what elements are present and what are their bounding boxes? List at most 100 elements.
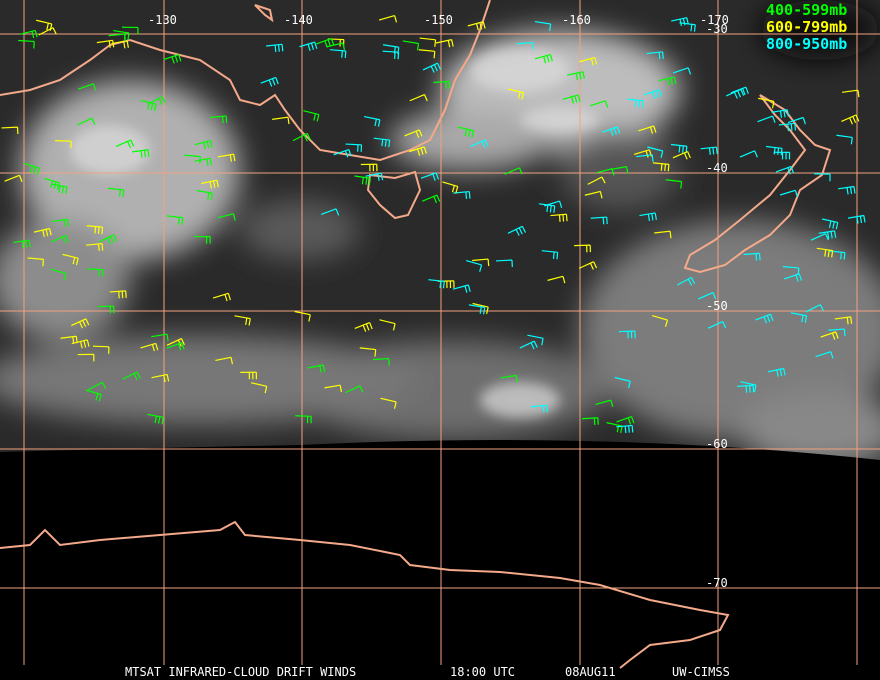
barb-feather [661,51,664,59]
wind-barb [828,328,846,337]
barb-feather [712,147,715,155]
barb-feather [34,30,38,38]
barb-shaft [250,382,267,387]
barb-feather [281,44,284,52]
barb-feather [790,166,795,174]
barb-feather [772,115,776,123]
barb-shaft [147,413,164,418]
barb-feather [853,186,856,194]
barb-shaft [272,116,289,120]
wind-barb [775,165,795,175]
barb-feather [468,129,471,137]
barb-shaft [210,115,227,119]
latitude-label: -30 [706,22,728,36]
barb-feather [225,115,228,123]
barb-feather [690,24,693,32]
barb-shaft [472,302,489,308]
wind-barb [1,126,19,135]
barb-shaft [320,208,337,216]
barb-feather [556,252,559,260]
wind-barb [530,404,549,413]
barb-feather [835,222,839,230]
wind-barb [790,312,808,323]
barb-shaft [672,150,688,159]
barb-feather [740,89,745,96]
barb-feather [86,339,90,347]
wind-barb [86,225,104,235]
wind-barb [581,417,599,425]
barb-feather [599,191,603,199]
barb-feather [210,193,214,201]
barb-feather [482,21,486,29]
barb-feather [543,56,547,64]
wind-barb [50,268,67,281]
barb-feather [362,324,367,332]
barb-shaft [767,367,784,373]
barb-feather [66,219,70,227]
barb-shaft [534,20,551,25]
barb-shaft [633,149,650,155]
barb-shaft [13,239,30,244]
wind-barb [578,261,598,270]
barb-feather [420,147,424,155]
barb-feather [686,17,689,25]
wind-barb [85,389,102,402]
barb-feather [479,264,483,272]
barb-feather [754,150,758,158]
barb-feather [63,273,67,281]
wind-barb [324,384,343,393]
barb-shaft [96,39,113,44]
barb-shaft [638,125,654,132]
barb-feather [92,83,97,91]
barb-feather [562,214,565,222]
barb-feather [832,221,835,229]
longitude-label: -140 [284,13,313,27]
footer: MTSAT INFRARED-CLOUD DRIFT WINDS 18:00 U… [125,665,730,679]
barb-feather [487,259,490,267]
barb-shaft [234,315,251,320]
wind-barb [307,364,326,373]
coastlines [0,0,832,669]
barb-shaft [419,37,436,41]
wind-barb [773,151,791,160]
barb-feather [611,168,615,176]
barb-shaft [766,145,783,149]
barb-feather [651,213,654,221]
barb-shaft [379,319,396,325]
barb-shaft [805,304,821,313]
wind-barb [194,157,213,166]
barb-feather [819,304,825,312]
wind-barb [428,279,445,289]
wind-barb [201,179,219,189]
barb-shaft [834,316,851,320]
barb-shaft [775,165,792,173]
barb-shaft [359,347,376,351]
barb-feather [664,319,669,327]
barb-feather [541,338,544,346]
barb-feather [794,190,799,198]
latitude-label: -60 [706,437,728,451]
barb-shaft [266,43,283,47]
barb-feather [669,231,672,239]
barb-feather [647,213,651,222]
barb-feather [828,220,832,228]
longitude-label: -170 [700,13,729,27]
barb-feather [850,137,853,145]
barb-shaft [567,71,584,76]
wind-barb [677,276,696,286]
barb-feather [628,425,630,433]
barb-feather [65,186,68,194]
barb-feather [72,336,75,344]
wind-barb [354,175,371,186]
wind-barb [266,43,284,53]
wind-barb [516,41,534,50]
wind-barb [679,22,696,32]
barb-shaft [85,389,102,396]
barb-feather [610,399,614,408]
barb-feather [48,228,52,236]
barb-feather [465,191,468,199]
wind-barb [707,321,727,329]
barb-shaft [19,29,36,35]
barb-feather [776,369,779,377]
